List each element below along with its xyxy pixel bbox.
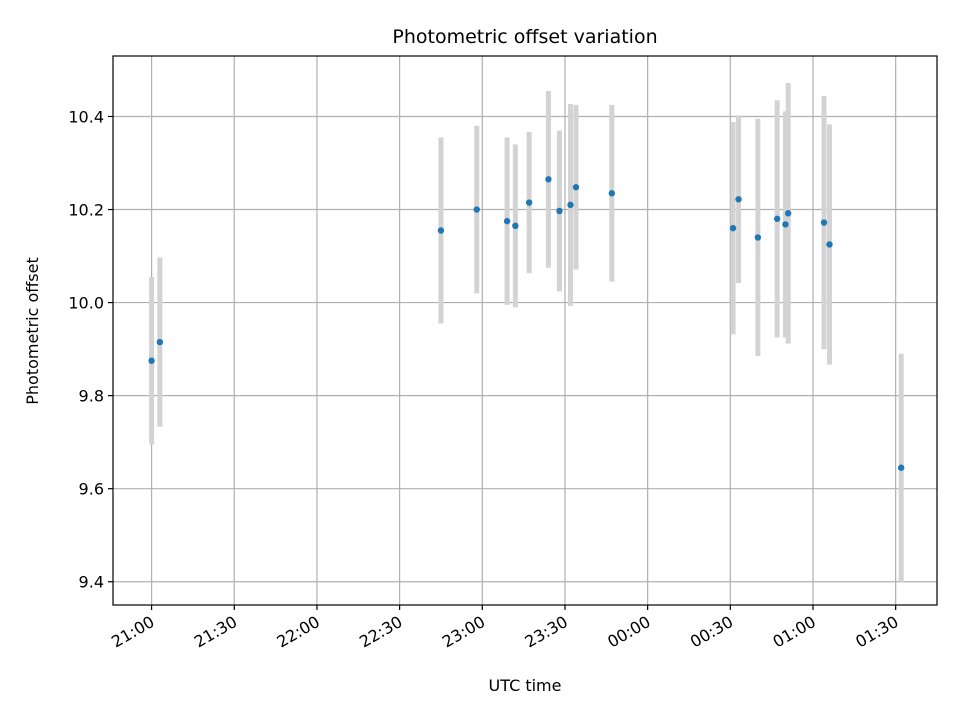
data-points: [148, 176, 905, 471]
y-tick-label: 9.6: [79, 480, 104, 499]
data-point: [608, 190, 616, 197]
data-point: [572, 184, 580, 191]
data-point: [512, 222, 519, 230]
y-tick-label: 9.8: [79, 387, 104, 406]
data-point: [826, 241, 833, 248]
chart-title: Photometric offset variation: [392, 26, 657, 48]
data-point: [567, 201, 574, 209]
data-point: [784, 210, 792, 217]
data-point: [897, 464, 905, 471]
y-tick-label: 10.2: [68, 201, 104, 220]
data-point: [156, 338, 164, 346]
y-axis-label: Photometric offset: [23, 257, 42, 405]
data-point: [473, 206, 480, 213]
data-point: [556, 207, 563, 215]
data-point: [545, 176, 552, 183]
data-point: [773, 215, 781, 223]
data-point: [782, 221, 789, 228]
data-point: [735, 196, 742, 203]
data-point: [754, 234, 762, 241]
x-axis-label: UTC time: [489, 676, 562, 695]
data-point: [503, 217, 511, 225]
data-point: [148, 357, 155, 364]
grid: [113, 56, 937, 605]
data-point: [437, 227, 445, 234]
y-tick-label: 9.4: [79, 573, 104, 592]
data-point: [729, 224, 737, 232]
y-tick-label: 10.0: [68, 294, 104, 313]
plot-frame: [112, 55, 938, 606]
data-point: [820, 219, 828, 226]
data-point: [525, 199, 533, 206]
y-tick-label: 10.4: [68, 107, 104, 126]
